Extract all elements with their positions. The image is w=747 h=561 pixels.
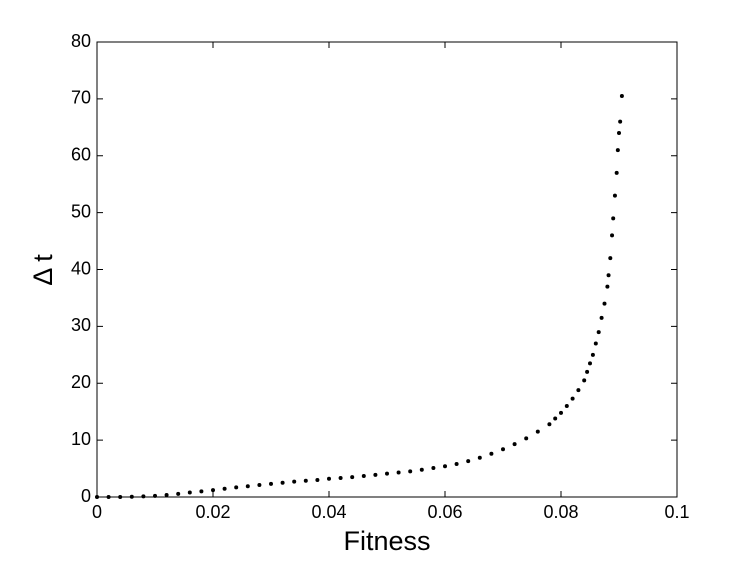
point xyxy=(590,352,595,357)
y-tick-label: 50 xyxy=(71,201,91,221)
point xyxy=(619,94,624,99)
point xyxy=(454,462,459,467)
x-tick-label: 0.1 xyxy=(664,502,689,522)
point xyxy=(176,491,181,496)
point xyxy=(615,148,620,153)
x-tick-label: 0.06 xyxy=(427,502,462,522)
point xyxy=(610,233,615,238)
point xyxy=(576,388,581,393)
point xyxy=(245,484,250,489)
point xyxy=(129,494,134,499)
point xyxy=(396,470,401,475)
point xyxy=(501,447,505,452)
point xyxy=(553,416,558,421)
point xyxy=(477,455,482,460)
point xyxy=(606,273,611,278)
point xyxy=(327,476,331,481)
point xyxy=(338,475,343,480)
point xyxy=(618,119,623,124)
point xyxy=(614,170,619,175)
point xyxy=(605,284,610,289)
plot-frame xyxy=(96,41,678,498)
y-tick-label: 30 xyxy=(71,315,91,335)
x-tick-label: 0.08 xyxy=(543,502,578,522)
point xyxy=(512,442,517,447)
point xyxy=(570,396,575,401)
point xyxy=(593,341,598,346)
x-tick-label: 0 xyxy=(92,502,102,522)
x-tick-label: 0.02 xyxy=(195,502,230,522)
point xyxy=(408,469,413,474)
point xyxy=(559,410,563,415)
y-axis-label: Δ t xyxy=(28,254,58,286)
point xyxy=(585,369,590,374)
y-tick-label: 70 xyxy=(71,88,91,108)
point xyxy=(489,451,494,456)
point xyxy=(582,378,587,383)
point xyxy=(443,464,447,469)
point xyxy=(535,429,540,434)
point xyxy=(153,493,157,498)
point xyxy=(611,216,616,221)
point xyxy=(211,488,215,493)
point xyxy=(269,481,273,486)
point xyxy=(350,475,355,480)
point xyxy=(95,495,99,499)
point xyxy=(547,422,552,427)
x-tick-label: 0.04 xyxy=(311,502,346,522)
point xyxy=(564,404,569,408)
point xyxy=(617,131,621,135)
point xyxy=(608,256,613,261)
point xyxy=(361,473,366,478)
point xyxy=(385,471,389,476)
point xyxy=(222,486,227,491)
point xyxy=(431,465,436,470)
point xyxy=(187,490,192,495)
y-tick-label: 20 xyxy=(71,372,91,392)
y-tick-label: 40 xyxy=(71,258,91,278)
point xyxy=(599,315,604,320)
point xyxy=(466,459,471,464)
point xyxy=(588,361,592,366)
point xyxy=(596,330,601,335)
point xyxy=(292,479,297,484)
y-tick-label: 10 xyxy=(71,429,91,449)
point xyxy=(164,493,169,498)
point xyxy=(106,495,111,499)
y-tick-label: 0 xyxy=(81,486,91,506)
point xyxy=(602,301,607,306)
point xyxy=(524,436,529,441)
x-axis-label: Fitness xyxy=(343,526,430,556)
point xyxy=(141,494,146,499)
point xyxy=(612,193,617,198)
point xyxy=(257,483,262,488)
point xyxy=(234,485,239,490)
point xyxy=(315,477,320,482)
point xyxy=(199,489,204,494)
point xyxy=(280,480,285,485)
point xyxy=(373,472,378,477)
point xyxy=(303,478,308,483)
y-tick-label: 80 xyxy=(71,31,91,51)
y-tick-label: 60 xyxy=(71,145,91,165)
point xyxy=(419,467,424,472)
point xyxy=(118,495,123,499)
